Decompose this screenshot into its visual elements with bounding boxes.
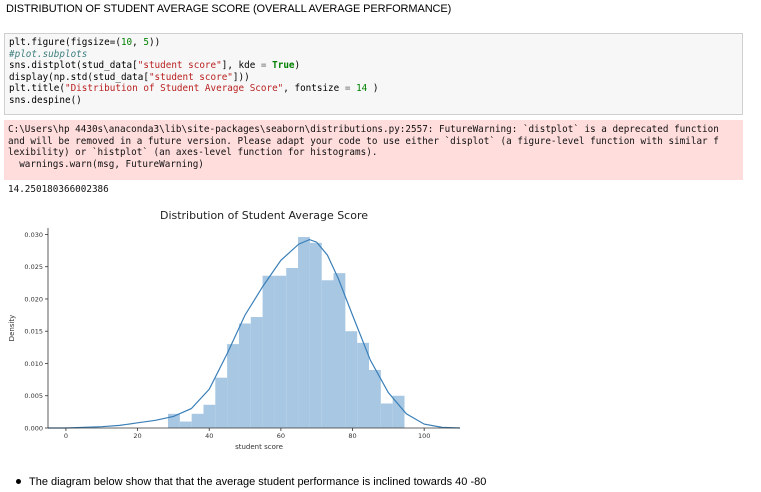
kde-line <box>48 238 461 429</box>
histogram-bar <box>250 317 263 428</box>
histogram-bar <box>238 323 251 428</box>
y-tick-label: 0.005 <box>24 392 43 400</box>
histogram-bar <box>191 413 204 428</box>
x-tick-label: 0 <box>64 432 68 440</box>
x-axis-label: student score <box>235 443 283 451</box>
chart-title: Distribution of Student Average Score <box>160 209 368 222</box>
code-line: sns.distplot(stud_data["student score"],… <box>9 60 301 72</box>
histogram-bar <box>345 331 358 428</box>
x-tick-label: 80 <box>348 432 356 440</box>
y-tick-label: 0.020 <box>24 295 43 303</box>
histogram-bar <box>227 344 239 428</box>
histogram-bar <box>333 273 346 428</box>
code-line: plt.figure(figsize=(10, 5)) <box>9 37 161 48</box>
y-tick-label: 0.015 <box>24 328 43 336</box>
y-axis-label: Density <box>8 315 16 342</box>
histogram-bar <box>274 275 287 428</box>
x-tick-label: 40 <box>205 432 213 440</box>
x-tick-label: 100 <box>418 432 430 440</box>
histogram-bar <box>298 237 310 428</box>
x-tick-label: 60 <box>277 432 285 440</box>
bullet-dot <box>16 478 21 484</box>
y-tick-label: 0.010 <box>24 360 43 368</box>
histogram-bar <box>168 413 180 428</box>
histogram-bar <box>380 403 393 428</box>
y-tick-label: 0.025 <box>24 263 43 271</box>
code-cell-input[interactable]: plt.figure(figsize=(10, 5)) #plot.subplot… <box>4 33 743 115</box>
bullet-text: The diagram below show that that the ave… <box>29 476 487 488</box>
x-tick-label: 20 <box>133 432 141 440</box>
y-tick-label: 0.000 <box>24 425 43 433</box>
code-line: display(np.std(stud_data["student score"… <box>9 71 250 83</box>
bullet-item: The diagram below show that that the ave… <box>16 476 486 488</box>
histogram-bar <box>215 377 228 428</box>
code-line: sns.despine() <box>9 94 82 106</box>
section-heading: DISTRIBUTION OF STUDENT AVERAGE SCORE (O… <box>6 3 452 15</box>
histogram-bar <box>286 268 299 428</box>
histogram-bar <box>321 280 334 428</box>
histogram-bar <box>309 242 322 428</box>
distribution-chart: Distribution of Student Average Score 0.0… <box>8 209 461 451</box>
stdout-output: 14.250180366002386 <box>8 184 109 195</box>
y-tick-label: 0.030 <box>24 231 43 239</box>
histogram-bar <box>369 369 381 428</box>
stderr-output: C:\Users\hp 4430s\anaconda3\lib\site-pac… <box>4 120 743 180</box>
histogram-bar <box>179 421 192 428</box>
histogram-bar <box>203 404 216 428</box>
histogram-bar <box>262 275 275 428</box>
histogram-bar <box>357 342 370 428</box>
histogram-bar <box>392 395 405 428</box>
code-line: plt.title("Distribution of Student Avera… <box>9 83 379 95</box>
code-line: #plot.subplots <box>9 48 88 60</box>
